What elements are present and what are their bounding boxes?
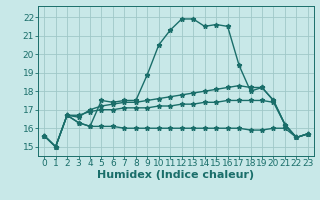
X-axis label: Humidex (Indice chaleur): Humidex (Indice chaleur) xyxy=(97,170,255,180)
